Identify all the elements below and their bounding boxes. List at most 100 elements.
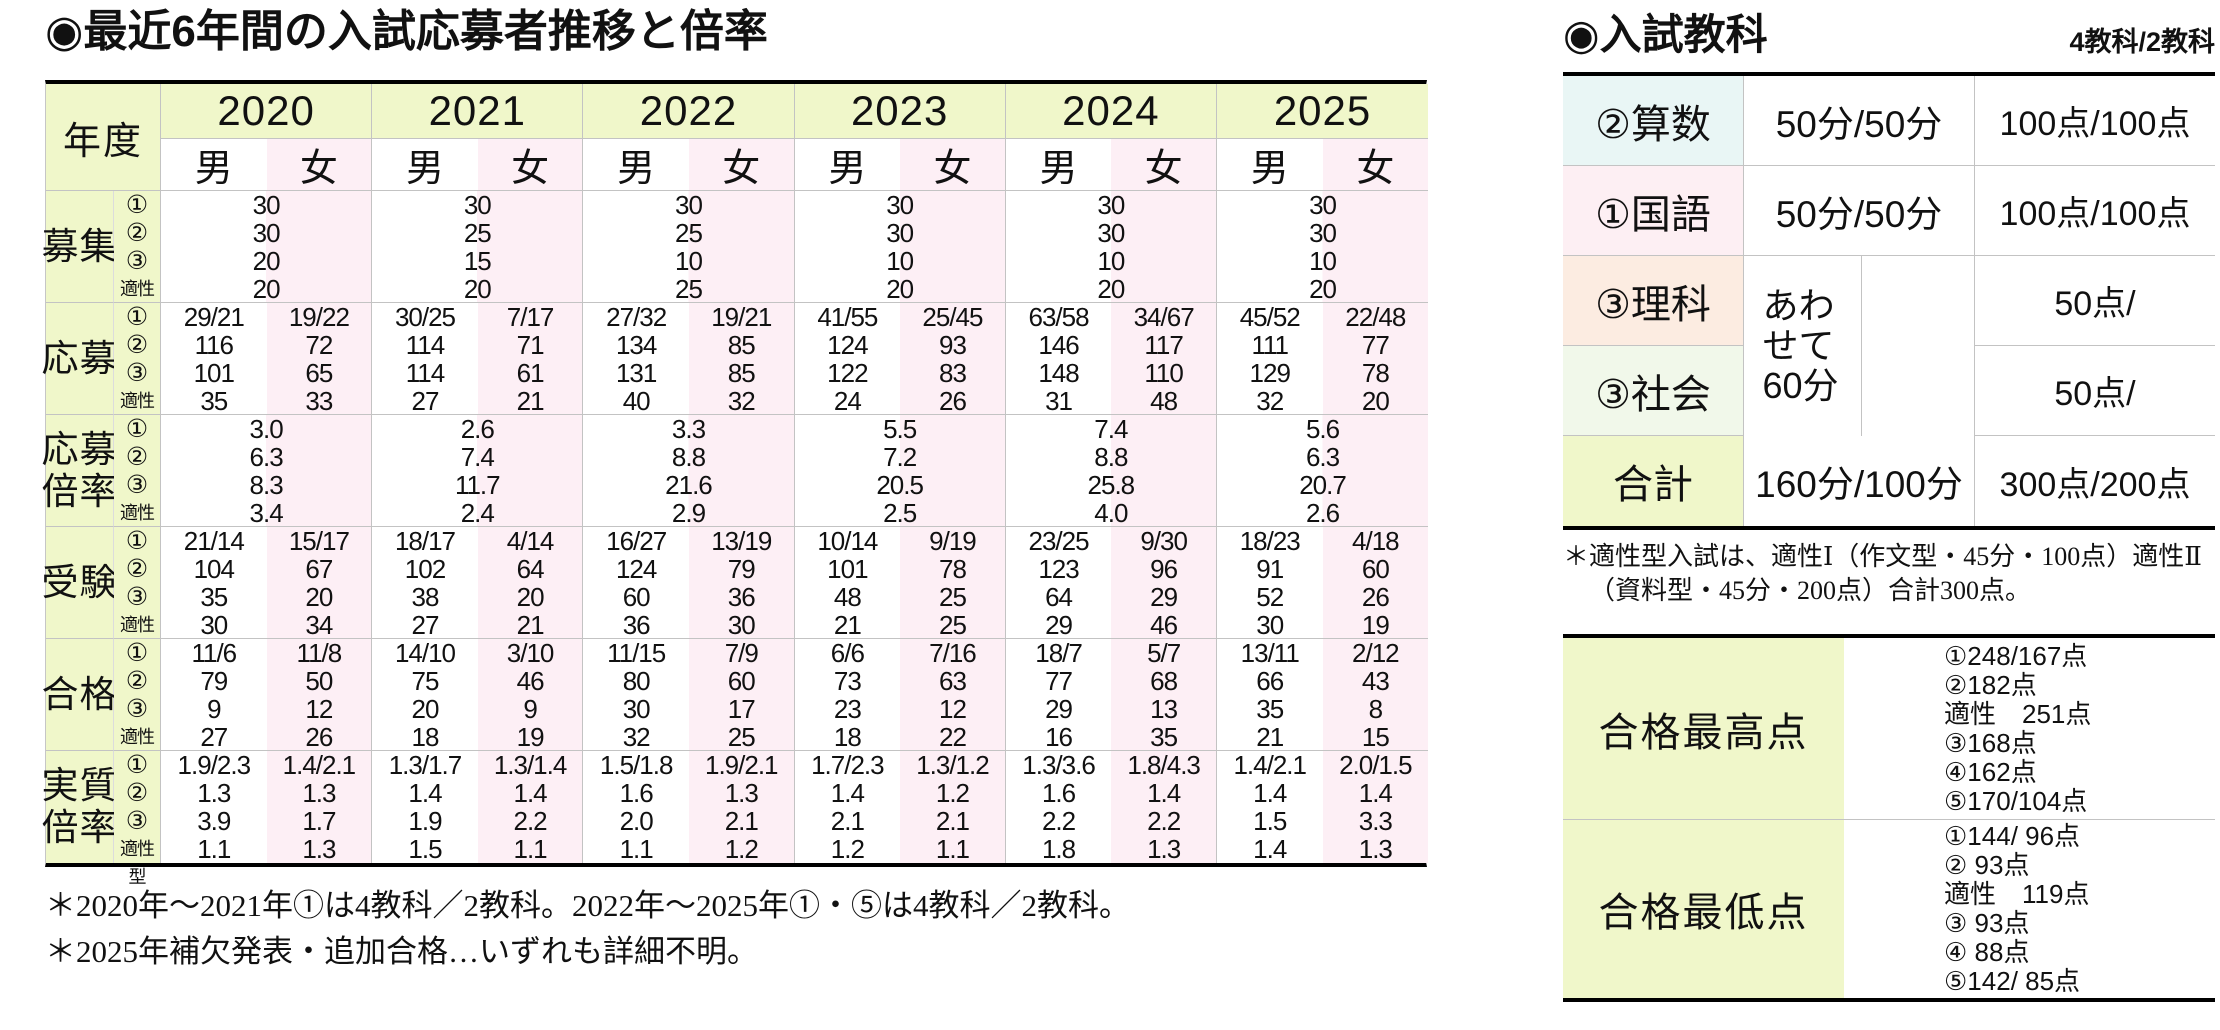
data-cell: 19/21 85 85 32 xyxy=(688,303,795,415)
data-value: 8 xyxy=(1368,693,1384,724)
sub-label-cell: ①②③ 適性型 xyxy=(114,303,161,439)
row-label: 実質倍率 xyxy=(41,765,118,848)
gender-label: 男 xyxy=(828,148,867,190)
sub-label: ② xyxy=(125,218,149,247)
subject-points-total: 300点/200点 xyxy=(1999,465,2191,504)
data-value: 2.6 xyxy=(460,413,495,444)
sub-label: ① xyxy=(125,751,149,779)
data-value: 1.8/4.3 xyxy=(1127,750,1201,780)
data-value: 67 xyxy=(305,553,333,584)
data-value: 19 xyxy=(516,721,545,752)
data-value: 1.6 xyxy=(1041,778,1076,808)
data-value: 52 xyxy=(1256,581,1284,612)
data-value: 64 xyxy=(516,553,545,584)
data-value: 77 xyxy=(1045,665,1073,696)
sub-label-cell: ①②③ 適性型 xyxy=(114,191,161,327)
data-cell-merged: 5.6 6.3 20.7 2.6 xyxy=(1216,415,1429,528)
data-value: 26 xyxy=(305,721,333,752)
score-line: ② 93点 xyxy=(1944,850,2030,880)
data-value: 1.5 xyxy=(408,834,442,864)
data-value: 18/17 xyxy=(394,525,456,556)
data-value: 2.1 xyxy=(830,806,865,836)
data-value: 19/22 xyxy=(288,301,350,332)
data-value: 24 xyxy=(833,385,862,416)
data-value: 1.4/2.1 xyxy=(1233,750,1307,780)
data-value: 11/6 xyxy=(191,637,237,668)
year-label: 2020 xyxy=(217,87,315,134)
row-label-cell: 応募倍率 xyxy=(42,415,117,527)
data-value: 22 xyxy=(938,721,967,752)
sub-label: ③ xyxy=(125,694,149,723)
score-line: ①248/167点 xyxy=(1944,640,2088,671)
data-value: 27 xyxy=(411,609,440,640)
data-value: 32 xyxy=(622,721,651,752)
data-value: 129 xyxy=(1249,357,1291,388)
data-cell: 7/9 60 17 25 xyxy=(688,639,795,751)
footnote-subjects: ＊2020年～2021年①は4教科／2教科。2022年～2025年①・⑤は4教科… xyxy=(45,888,1130,923)
row-label: 応募 xyxy=(41,337,118,379)
data-cell: 7/16 63 12 22 xyxy=(900,639,1006,751)
data-value: 20.7 xyxy=(1299,469,1347,500)
data-value: 146 xyxy=(1038,329,1079,360)
data-value: 12 xyxy=(305,693,333,724)
data-value: 34 xyxy=(305,609,333,640)
data-value: 1.4 xyxy=(1253,778,1287,808)
sub-label: ① xyxy=(125,414,149,443)
data-value: 5/7 xyxy=(1147,637,1181,668)
data-cell-merged: 7.4 8.8 25.8 4.0 xyxy=(1005,415,1217,527)
data-value: 73 xyxy=(833,665,862,696)
data-value: 2.6 xyxy=(1305,497,1340,528)
data-value: 20 xyxy=(516,581,545,612)
data-value: 1.4 xyxy=(1358,778,1393,808)
data-cell: 11/15 80 30 32 xyxy=(583,639,689,751)
data-value: 2/12 xyxy=(1352,637,1400,668)
data-cell: 15/17 67 20 34 xyxy=(266,527,373,640)
data-value: 36 xyxy=(727,581,756,612)
data-value: 1.3 xyxy=(302,778,336,808)
data-value: 1.4 xyxy=(1253,834,1287,864)
data-value: 30 xyxy=(675,189,703,220)
lowest-score-lines: ①144/ 96点 ② 93点 適性 119点 ③ 93点 ④ 88点 ⑤142/ 85点 xyxy=(1844,820,2215,998)
data-value: 21 xyxy=(516,609,545,640)
data-cell: 2.0/1.5 1.4 3.3 1.3 xyxy=(1322,751,1429,863)
data-value: 11/15 xyxy=(607,637,666,668)
data-value: 29 xyxy=(1045,693,1073,724)
sub-label: 適性型 xyxy=(120,390,155,439)
year-header-cell: 2024 xyxy=(1005,84,1217,139)
data-value: 22/48 xyxy=(1345,301,1406,332)
data-value: 5.5 xyxy=(883,413,917,444)
data-value: 63 xyxy=(938,665,967,696)
data-value: 104 xyxy=(193,553,235,584)
data-value: 21.6 xyxy=(665,469,713,500)
gender-header-cell: 女 xyxy=(477,139,584,191)
data-value: 114 xyxy=(405,357,445,388)
data-value: 1.6 xyxy=(619,778,654,808)
data-value: 10 xyxy=(1097,245,1125,276)
data-value: 20 xyxy=(411,693,440,724)
data-value: 101 xyxy=(193,357,235,388)
data-value: 35 xyxy=(200,581,228,612)
data-value: 30 xyxy=(1256,609,1284,640)
year-corner-label: 年度 xyxy=(62,120,143,163)
data-value: 1.4/2.1 xyxy=(282,750,357,780)
data-value: 114 xyxy=(405,329,445,360)
data-value: 30 xyxy=(886,189,914,220)
gender-label: 男 xyxy=(405,148,444,190)
data-cell: 9/19 78 25 25 xyxy=(900,527,1006,639)
gender-header-cell: 女 xyxy=(688,139,795,191)
data-cell: 1.4/2.1 1.4 1.5 1.4 xyxy=(1216,750,1323,864)
sub-label: ② xyxy=(125,554,149,583)
data-value: 2.1 xyxy=(935,806,970,836)
data-cell: 4/14 64 20 21 xyxy=(477,527,584,640)
data-value: 1.3 xyxy=(724,778,759,808)
gender-header-cell: 男 xyxy=(794,139,901,191)
data-value: 3.9 xyxy=(197,806,231,836)
data-value: 2.2 xyxy=(1041,806,1076,836)
data-value: 15 xyxy=(1361,721,1390,752)
data-value: 1.9/2.3 xyxy=(177,750,252,780)
data-value: 45/52 xyxy=(1239,301,1301,332)
data-value: 9/19 xyxy=(929,525,977,556)
data-value: 1.4 xyxy=(830,778,865,808)
data-value: 25 xyxy=(938,581,967,612)
gender-label: 女 xyxy=(722,148,761,190)
